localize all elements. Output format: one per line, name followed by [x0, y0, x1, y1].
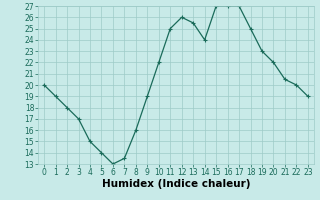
X-axis label: Humidex (Indice chaleur): Humidex (Indice chaleur) [102, 179, 250, 189]
